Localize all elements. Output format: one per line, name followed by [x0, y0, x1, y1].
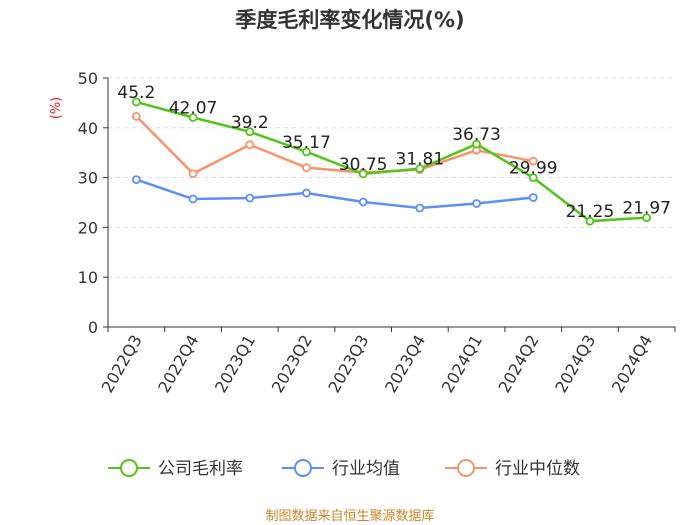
x-tick-label: 2024Q3 — [551, 332, 599, 396]
data-label: 35.17 — [282, 133, 331, 153]
y-tick-label: 30 — [78, 169, 98, 188]
x-tick-label: 2024Q4 — [608, 332, 656, 396]
data-point — [472, 199, 481, 208]
data-point — [245, 127, 255, 137]
data-point — [188, 194, 198, 204]
data-label: 31.81 — [396, 150, 445, 170]
y-tick-label: 10 — [78, 268, 98, 287]
legend-marker — [457, 459, 475, 477]
x-tick-label: 2024Q1 — [438, 332, 486, 396]
series-line — [135, 178, 534, 210]
legend-marker — [294, 459, 312, 477]
x-tick-label: 2022Q3 — [98, 332, 146, 396]
source-note: 制图数据来自恒生聚源数据库 — [265, 509, 435, 524]
y-tick-label: 20 — [78, 218, 98, 237]
chart-title: 季度毛利率变化情况(%) — [235, 8, 465, 32]
legend-marker — [120, 459, 138, 477]
data-point — [585, 216, 595, 226]
data-label: 21.97 — [622, 199, 671, 219]
data-point — [358, 169, 368, 179]
x-tick-label: 2023Q2 — [268, 332, 316, 396]
data-point — [415, 164, 425, 173]
data-point — [131, 175, 141, 184]
data-label: 36.73 — [452, 125, 501, 145]
data-point — [131, 111, 141, 121]
data-point — [302, 147, 311, 157]
data-point — [131, 97, 141, 107]
series-line — [135, 115, 534, 176]
y-tick-label: 50 — [78, 69, 98, 88]
data-label: 39.2 — [231, 113, 269, 133]
data-point — [528, 173, 538, 183]
legend-label: 公司毛利率 — [158, 459, 243, 479]
data-label: 29.99 — [509, 159, 558, 179]
data-point — [245, 193, 255, 203]
data-point — [245, 140, 255, 150]
data-point — [188, 169, 198, 179]
legend-label: 行业中位数 — [495, 459, 580, 479]
x-tick-label: 2023Q1 — [211, 332, 259, 396]
data-point — [302, 163, 311, 173]
data-point — [528, 156, 538, 166]
data-label: 42.07 — [169, 98, 218, 118]
series-line — [136, 100, 647, 223]
data-label: 21.25 — [566, 202, 615, 222]
y-axis-label: (%) — [49, 97, 64, 120]
data-point — [358, 197, 368, 207]
x-tick-label: 2023Q4 — [381, 332, 429, 396]
data-point — [302, 188, 311, 198]
data-label: 30.75 — [339, 155, 388, 175]
data-point — [415, 203, 425, 213]
x-tick-label: 2023Q3 — [324, 332, 372, 396]
data-point — [642, 213, 652, 222]
data-point — [472, 139, 481, 149]
y-tick-label: 0 — [88, 318, 98, 337]
legend-label: 行业均值 — [332, 459, 400, 479]
data-point — [188, 113, 198, 122]
x-tick-label: 2024Q2 — [495, 332, 543, 396]
data-label: 45.2 — [117, 83, 155, 103]
y-tick-label: 40 — [78, 119, 98, 138]
x-tick-label: 2022Q4 — [154, 332, 202, 396]
data-point — [528, 193, 538, 202]
